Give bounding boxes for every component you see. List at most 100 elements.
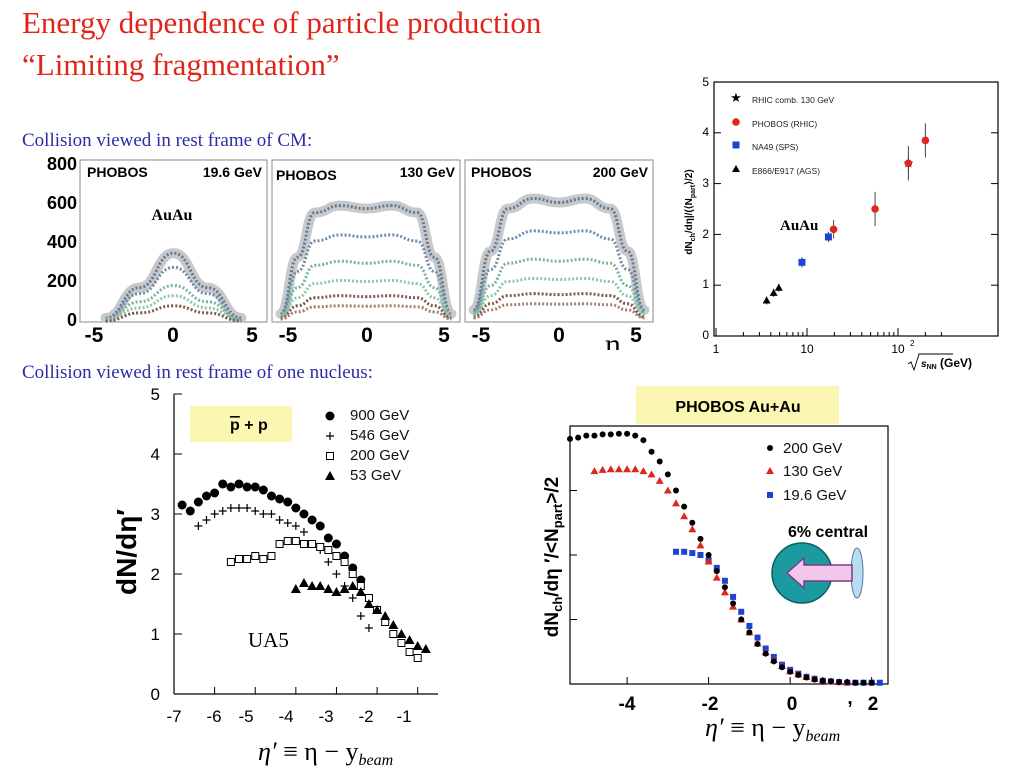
point-200gev bbox=[291, 537, 300, 545]
point-900gev bbox=[291, 503, 301, 513]
point-53gev bbox=[290, 584, 301, 593]
svg-text:dNch/dη|/(⟨Npart⟩/2): dNch/dη|/(⟨Npart⟩/2) bbox=[684, 169, 697, 254]
point-53gev bbox=[404, 635, 415, 644]
point-130gev bbox=[631, 465, 640, 473]
panel-series-line bbox=[472, 196, 646, 312]
u-xtick-m6: -6 bbox=[206, 707, 221, 726]
ua5-xtick-labels: -7 -6 -5 -4 -3 -2 -1 bbox=[166, 707, 411, 726]
point-546gev bbox=[364, 624, 373, 632]
point-phobos bbox=[871, 205, 879, 213]
point-19gev bbox=[746, 622, 753, 629]
energy-plot-frame bbox=[713, 81, 999, 337]
point-19gev bbox=[721, 577, 728, 584]
point-130gev bbox=[663, 486, 672, 494]
point-200gev bbox=[316, 543, 325, 551]
point-900gev bbox=[218, 479, 228, 489]
e-legend-e866: E866/E917 (AGS) bbox=[752, 166, 820, 176]
point-200gev bbox=[767, 445, 773, 451]
point-546gev bbox=[243, 504, 252, 512]
point-200gev bbox=[762, 650, 769, 657]
point-900gev bbox=[258, 485, 268, 495]
point-200gev bbox=[795, 671, 802, 678]
panel2-energy: 130 GeV bbox=[400, 164, 456, 180]
ua5-tag: UA5 bbox=[248, 628, 289, 652]
point-900gev bbox=[323, 533, 333, 543]
point-53gev bbox=[388, 620, 399, 629]
point-53gev bbox=[323, 584, 334, 593]
p3-xtick-5: 5 bbox=[630, 324, 642, 347]
point-900gev bbox=[201, 491, 211, 501]
ytick-0: 0 bbox=[67, 310, 77, 330]
panel-frame-130 bbox=[271, 159, 461, 323]
point-200gev bbox=[251, 552, 260, 560]
point-130gev bbox=[688, 525, 697, 533]
u-ytick-5: 5 bbox=[151, 385, 160, 404]
point-200gev bbox=[348, 570, 357, 578]
point-900gev bbox=[177, 500, 187, 510]
point-200gev bbox=[860, 679, 867, 686]
panel-series-line bbox=[105, 265, 242, 321]
point-546gev bbox=[194, 522, 203, 530]
point-200gev bbox=[730, 600, 737, 607]
point-19gev bbox=[713, 564, 720, 571]
point-200gev bbox=[283, 537, 292, 545]
u-ytick-2: 2 bbox=[151, 565, 160, 584]
point-200gev bbox=[259, 555, 268, 563]
point-200gev bbox=[324, 546, 333, 554]
point-53gev bbox=[412, 641, 423, 650]
ytick-200: 200 bbox=[47, 271, 77, 291]
p2-xtick-5: 5 bbox=[438, 324, 450, 347]
point-53gev bbox=[339, 584, 350, 593]
point-200gev bbox=[607, 431, 614, 438]
point-200gev bbox=[583, 432, 590, 439]
point-200gev bbox=[852, 679, 859, 686]
point-546gev bbox=[267, 510, 276, 518]
energy-points: ★★ bbox=[730, 90, 930, 305]
point-53gev bbox=[298, 578, 309, 587]
point-53gev bbox=[347, 581, 358, 590]
panel-series-line bbox=[473, 276, 645, 318]
ytick-400: 400 bbox=[47, 232, 77, 252]
phobos-limfrag-plot: PHOBOS Au+Au -4 -2 0 , 2 dNch/dη ′/<Npar… bbox=[542, 386, 889, 745]
e-xtick-exp: 2 bbox=[910, 339, 915, 348]
point-200gev bbox=[819, 677, 826, 684]
panel-series-line bbox=[280, 294, 452, 320]
point-53gev bbox=[396, 629, 407, 638]
e-ytick-3: 3 bbox=[702, 176, 709, 190]
point-900gev bbox=[234, 479, 244, 489]
ph-legend-200: 200 GeV bbox=[783, 440, 842, 457]
panel-series-line bbox=[279, 233, 453, 317]
point-200gev bbox=[615, 430, 622, 437]
point-200gev bbox=[811, 676, 818, 683]
point-900gev bbox=[299, 509, 309, 519]
point-19gev bbox=[689, 550, 696, 557]
point-19gev bbox=[738, 608, 745, 615]
point-200gev bbox=[405, 648, 414, 656]
point-53gev bbox=[331, 587, 342, 596]
u-xtick-m4: -4 bbox=[278, 707, 293, 726]
u-legend-200: 200 GeV bbox=[350, 447, 409, 464]
point-200gev bbox=[267, 552, 276, 560]
point-200gev bbox=[673, 487, 679, 494]
point-546gev bbox=[324, 558, 333, 566]
panel-series-line bbox=[105, 284, 242, 322]
ph-legend-130: 130 GeV bbox=[783, 463, 842, 480]
point-200gev bbox=[827, 678, 834, 685]
point-200gev bbox=[689, 519, 696, 526]
panel-series-line bbox=[280, 304, 452, 321]
point-19gev bbox=[767, 492, 773, 498]
point-200gev bbox=[226, 558, 235, 566]
panel3-energy: 200 GeV bbox=[593, 164, 649, 180]
point-130gev bbox=[614, 465, 623, 473]
point-130gev bbox=[712, 573, 721, 581]
point-546gev bbox=[259, 510, 268, 518]
u-ytick-1: 1 bbox=[151, 625, 160, 644]
point-546gev bbox=[234, 504, 243, 512]
point-53gev bbox=[380, 611, 391, 620]
point-200gev bbox=[567, 435, 573, 442]
point-130gev bbox=[647, 470, 656, 478]
ua5-legend: 900 GeV 546 GeV 200 GeV 53 GeV bbox=[350, 407, 409, 484]
panel-series-line bbox=[473, 302, 645, 320]
point-900gev bbox=[283, 497, 293, 507]
point-200gev bbox=[599, 431, 606, 438]
